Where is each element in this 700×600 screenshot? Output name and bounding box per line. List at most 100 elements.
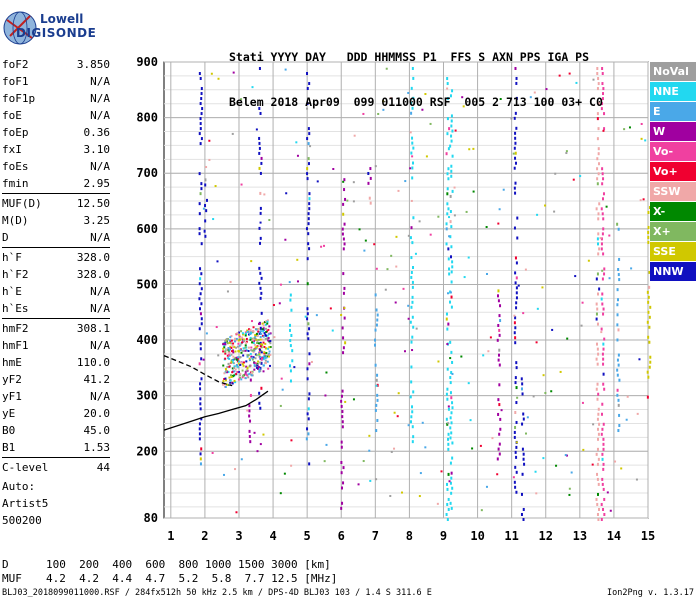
echo-mark (226, 354, 229, 357)
echo-mark (226, 383, 229, 386)
echo-mark (602, 442, 605, 446)
echo-mark (198, 132, 201, 136)
echo-mark (514, 161, 517, 165)
echo-mark (602, 177, 605, 181)
echo-mark (199, 452, 202, 456)
echo-mark (595, 497, 598, 501)
echo-mark (409, 395, 412, 399)
echo-mark (244, 332, 247, 335)
echo-mark (449, 357, 452, 360)
echo-mark (307, 417, 310, 421)
echo-mark (225, 370, 228, 373)
echo-mark (375, 384, 378, 387)
echo-mark (596, 462, 599, 466)
echo-mark (307, 217, 310, 221)
echo-mark (199, 462, 202, 466)
echo-mark (246, 355, 249, 358)
echo-mark (600, 242, 603, 246)
echo-mark (242, 354, 245, 357)
param-row: hmF1 N/A (2, 337, 110, 354)
echo-mark (516, 396, 519, 399)
echo-mark (601, 102, 604, 106)
param-value: 0.36 (83, 126, 111, 139)
echo-mark (514, 256, 517, 260)
echo-mark (221, 383, 224, 386)
echo-mark (265, 330, 268, 333)
echo-mark (390, 254, 393, 257)
echo-mark (243, 339, 246, 342)
echo-mark (258, 226, 261, 230)
echo-mark (289, 369, 292, 373)
echo-mark (447, 472, 450, 476)
distance-label: D (2, 558, 9, 571)
echo-mark (252, 326, 255, 329)
param-separator (2, 318, 110, 319)
echo-mark (341, 326, 344, 330)
echo-mark (199, 347, 202, 351)
echo-mark (595, 342, 598, 346)
echo-mark (412, 435, 415, 439)
param-row: D N/A (2, 229, 110, 246)
echo-mark (249, 393, 252, 397)
echo-mark (514, 66, 517, 70)
echo-mark (235, 357, 238, 360)
echo-mark (258, 353, 261, 356)
echo-mark (306, 307, 309, 311)
echo-mark (307, 212, 310, 216)
echo-mark (496, 338, 499, 342)
echo-mark (617, 398, 620, 402)
echo-mark (447, 442, 450, 446)
y-tick-label: 80 (144, 511, 158, 525)
echo-mark (261, 322, 264, 325)
param-row: foEs N/A (2, 158, 110, 175)
echo-mark (601, 457, 604, 461)
echo-mark (307, 162, 310, 166)
echo-mark (602, 312, 605, 316)
echo-mark (265, 352, 268, 355)
echo-mark (342, 336, 345, 340)
echo-mark (447, 405, 450, 408)
echo-mark (601, 232, 604, 236)
echo-mark (247, 333, 250, 336)
echo-mark (597, 232, 600, 236)
echo-mark (235, 333, 238, 336)
echo-mark (514, 316, 517, 320)
echo-mark (376, 318, 379, 322)
echo-mark (446, 327, 449, 331)
echo-mark (449, 94, 452, 98)
echo-mark (649, 355, 652, 359)
echo-mark (395, 235, 398, 238)
echo-mark (446, 367, 449, 371)
echo-mark (453, 186, 456, 189)
echo-mark (608, 234, 611, 237)
echo-mark (258, 141, 261, 145)
echo-mark (222, 364, 225, 367)
echo-mark (224, 352, 227, 355)
echo-mark (451, 129, 454, 133)
param-label: fmin (2, 177, 29, 190)
param-label: C-level (2, 461, 49, 474)
echo-mark (237, 359, 240, 362)
echo-mark (306, 167, 309, 171)
echo-mark (512, 152, 515, 155)
echo-mark (233, 374, 236, 377)
param-value: 44 (96, 461, 110, 474)
echo-mark (616, 388, 619, 392)
echo-mark (199, 77, 202, 81)
echo-mark (343, 178, 346, 182)
echo-mark (268, 340, 271, 343)
echo-mark (199, 342, 202, 346)
echo-mark (596, 322, 599, 326)
echo-mark (259, 361, 262, 364)
echo-mark (596, 87, 599, 91)
echo-mark (227, 363, 230, 366)
param-value: 12.50 (76, 197, 110, 210)
echo-mark (252, 350, 255, 353)
echo-mark (352, 200, 355, 203)
echo-mark (595, 207, 598, 211)
echo-mark (437, 215, 440, 218)
echo-mark (449, 426, 452, 430)
echo-mark (447, 292, 450, 295)
echo-mark (597, 412, 600, 416)
echo-mark (409, 131, 412, 134)
